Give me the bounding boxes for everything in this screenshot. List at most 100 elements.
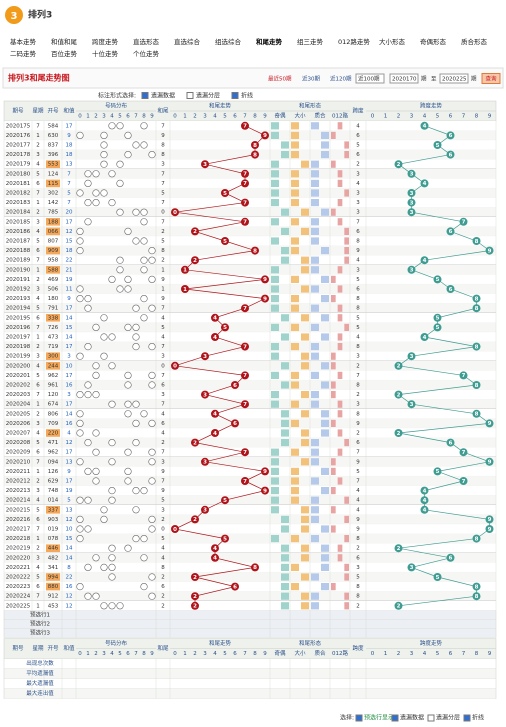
span-ball-label: 2 — [397, 392, 401, 398]
digit-header: 0 — [173, 114, 177, 120]
nav-link[interactable]: 百位走势 — [51, 49, 78, 58]
span: 2 — [356, 431, 360, 437]
number: 880 — [48, 584, 59, 590]
tail-ball — [191, 592, 199, 601]
tail: 2 — [161, 517, 165, 523]
row-bg — [4, 399, 496, 409]
form-cell — [337, 266, 343, 274]
span: 2 — [356, 546, 360, 552]
period: 2020191 — [6, 277, 31, 283]
form-cell — [271, 266, 279, 274]
nav-link[interactable]: 直选形态 — [133, 37, 160, 46]
sum: 15 — [66, 325, 73, 331]
digit-ball — [108, 122, 116, 130]
form-cell — [311, 266, 319, 274]
range-select[interactable] — [355, 73, 385, 84]
nav-link[interactable]: 直选综合 — [174, 37, 201, 46]
range-link[interactable]: 近30期 — [302, 75, 320, 83]
range-select-text[interactable]: 近100期 — [358, 75, 380, 83]
tail-ball — [221, 496, 229, 505]
checkbox[interactable] — [186, 92, 194, 99]
form-cell — [271, 218, 279, 226]
digit-ball — [140, 314, 148, 322]
nav-link[interactable]: 组三走势 — [297, 37, 324, 46]
period: 2020213 — [6, 488, 31, 494]
week: 3 — [36, 488, 40, 494]
digit-header: 7 — [243, 651, 247, 657]
nav-link[interactable]: 质合形态 — [461, 37, 488, 46]
week: 1 — [36, 133, 40, 139]
nav-link[interactable]: 组选综合 — [215, 37, 242, 46]
to-word: 至 — [431, 76, 437, 83]
range-link[interactable]: 近120期 — [330, 75, 352, 83]
form-cell — [301, 352, 309, 360]
nav-link[interactable]: 和值和尾 — [51, 37, 78, 46]
period: 2020210 — [6, 459, 31, 465]
digit-ball — [92, 371, 100, 380]
week: 1 — [36, 603, 40, 609]
tail-ball — [181, 285, 189, 293]
form-cell — [281, 227, 289, 235]
digit-ball — [76, 525, 84, 533]
nav-link[interactable]: 基本走势 — [10, 37, 37, 46]
column-header: 星期 — [32, 645, 44, 652]
stats-label: 最大遗漏值 — [26, 679, 54, 687]
tail-ball-label: 2 — [193, 594, 197, 600]
nav-link[interactable]: 跨度走势 — [92, 37, 119, 46]
nav-link[interactable]: 012路走势 — [338, 37, 370, 46]
option-label: 遗漏分层 — [196, 92, 220, 100]
span: 3 — [356, 402, 360, 408]
period: 2020222 — [6, 575, 31, 581]
from-input[interactable] — [389, 73, 419, 84]
sum: 14 — [66, 546, 73, 552]
sum: 3 — [67, 392, 71, 398]
number: 188 — [48, 219, 59, 225]
checkbox[interactable] — [427, 714, 435, 722]
tail-ball-label: 9 — [263, 133, 267, 139]
digit-header: 3 — [203, 114, 207, 120]
digit-ball — [100, 352, 108, 360]
query-button[interactable] — [481, 73, 501, 84]
digit-header: 6 — [449, 651, 453, 657]
form-cell — [331, 275, 336, 283]
span: 9 — [356, 527, 360, 533]
tail-ball-label: 5 — [223, 239, 227, 245]
checkbox[interactable] — [231, 92, 239, 99]
form-cell — [331, 487, 336, 495]
digit-header: 4 — [110, 651, 114, 657]
span-ball-label: 5 — [436, 325, 440, 331]
digit-ball — [124, 448, 132, 456]
checkbox[interactable] — [463, 714, 471, 722]
span-ball — [420, 505, 429, 514]
week: 2 — [36, 479, 40, 485]
form-cell — [311, 515, 319, 523]
sum: 9 — [67, 133, 71, 139]
nav-link[interactable]: 二码走势 — [10, 49, 37, 58]
row-bg — [4, 562, 496, 573]
digit-header: 4 — [423, 651, 427, 657]
sum: 16 — [66, 383, 73, 389]
week: 1 — [36, 402, 40, 408]
span: 4 — [356, 181, 360, 187]
nav-link[interactable]: 奇偶形态 — [420, 37, 447, 46]
digit-ball — [140, 534, 148, 543]
nav-link[interactable]: 十位走势 — [92, 49, 119, 58]
digit-ball — [84, 199, 92, 207]
span-ball — [446, 227, 455, 236]
range-link[interactable]: 最近50期 — [268, 75, 292, 83]
row-bg — [4, 351, 496, 361]
nav-link[interactable]: 个位走势 — [133, 49, 160, 58]
checkbox[interactable] — [391, 714, 399, 722]
checkbox[interactable] — [141, 92, 149, 99]
form-cell — [271, 371, 279, 379]
nav-link[interactable]: 大小形态 — [379, 37, 406, 46]
number: 446 — [48, 546, 59, 552]
to-input[interactable] — [439, 73, 469, 84]
week: 7 — [36, 392, 40, 398]
nav-link[interactable]: 和尾走势 — [255, 37, 283, 46]
span-ball-label: 4 — [423, 335, 427, 341]
period: 2020206 — [6, 421, 31, 427]
number: 553 — [48, 162, 59, 168]
checkbox[interactable] — [355, 714, 363, 722]
form-cell — [337, 218, 343, 226]
